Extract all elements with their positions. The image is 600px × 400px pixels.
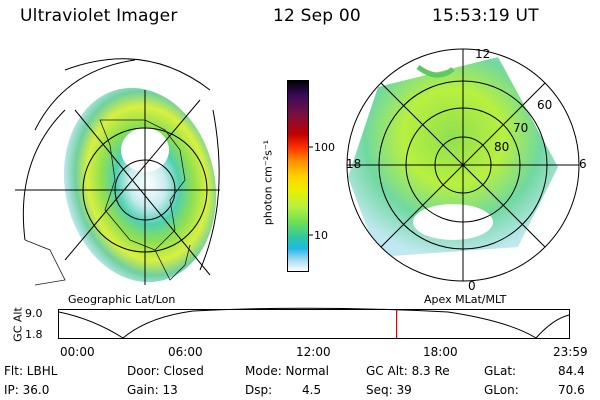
apex-polar-plot bbox=[346, 48, 580, 282]
time-readout: 15:53:19 UT bbox=[432, 6, 539, 26]
timeline-ymin: 1.8 bbox=[25, 328, 43, 341]
gain-readout: Gain: 13 bbox=[127, 383, 178, 397]
mlt-label-12: 12 bbox=[475, 47, 491, 61]
glat-value: 84.4 bbox=[558, 364, 585, 378]
colorbar-unit-label: photon cm⁻²s⁻¹ bbox=[261, 139, 275, 226]
seq-readout: Seq: 39 bbox=[366, 383, 412, 397]
timeline-tick-0600: 06:00 bbox=[168, 345, 203, 359]
mlt-label-18: 18 bbox=[346, 157, 362, 171]
timeline-ymax: 9.0 bbox=[25, 307, 43, 320]
filter-readout: Flt: LBHL bbox=[4, 364, 58, 378]
glat-label: GLat: bbox=[484, 364, 517, 378]
mlat-label-60: 60 bbox=[537, 98, 553, 112]
geographic-image bbox=[15, 58, 220, 286]
timeline-ylabel: GC Alt bbox=[11, 307, 25, 342]
door-readout: Door: Closed bbox=[127, 364, 204, 378]
colorbar-tick-100: 100 bbox=[314, 141, 335, 154]
date-readout: 12 Sep 00 bbox=[273, 6, 361, 26]
colorbar bbox=[287, 80, 313, 272]
dsp-value: 4.5 bbox=[302, 383, 322, 397]
mlat-label-80: 80 bbox=[494, 140, 510, 154]
glon-label: GLon: bbox=[484, 383, 519, 397]
left-panel-caption: Geographic Lat/Lon bbox=[68, 293, 176, 306]
app-title: Ultraviolet Imager bbox=[20, 6, 178, 26]
colorbar-tick-10: 10 bbox=[314, 229, 328, 242]
gcalt-readout: GC Alt: 8.3 Re bbox=[366, 364, 450, 378]
mlt-label-0: 0 bbox=[468, 279, 476, 293]
dsp-label: Dsp: bbox=[245, 383, 273, 397]
timeline-tick-0000: 00:00 bbox=[60, 345, 95, 359]
timeline-tick-1200: 12:00 bbox=[296, 345, 331, 359]
ip-readout: IP: 36.0 bbox=[4, 383, 50, 397]
altitude-timeline bbox=[58, 307, 570, 339]
glon-value: 70.6 bbox=[558, 383, 585, 397]
mlat-label-70: 70 bbox=[513, 121, 529, 135]
timeline-tick-1800: 18:00 bbox=[423, 345, 458, 359]
mlt-label-6: 6 bbox=[579, 157, 587, 171]
right-panel-caption: Apex MLat/MLT bbox=[424, 293, 507, 306]
mode-readout: Mode: Normal bbox=[245, 364, 329, 378]
timeline-tick-2359: 23:59 bbox=[553, 345, 588, 359]
